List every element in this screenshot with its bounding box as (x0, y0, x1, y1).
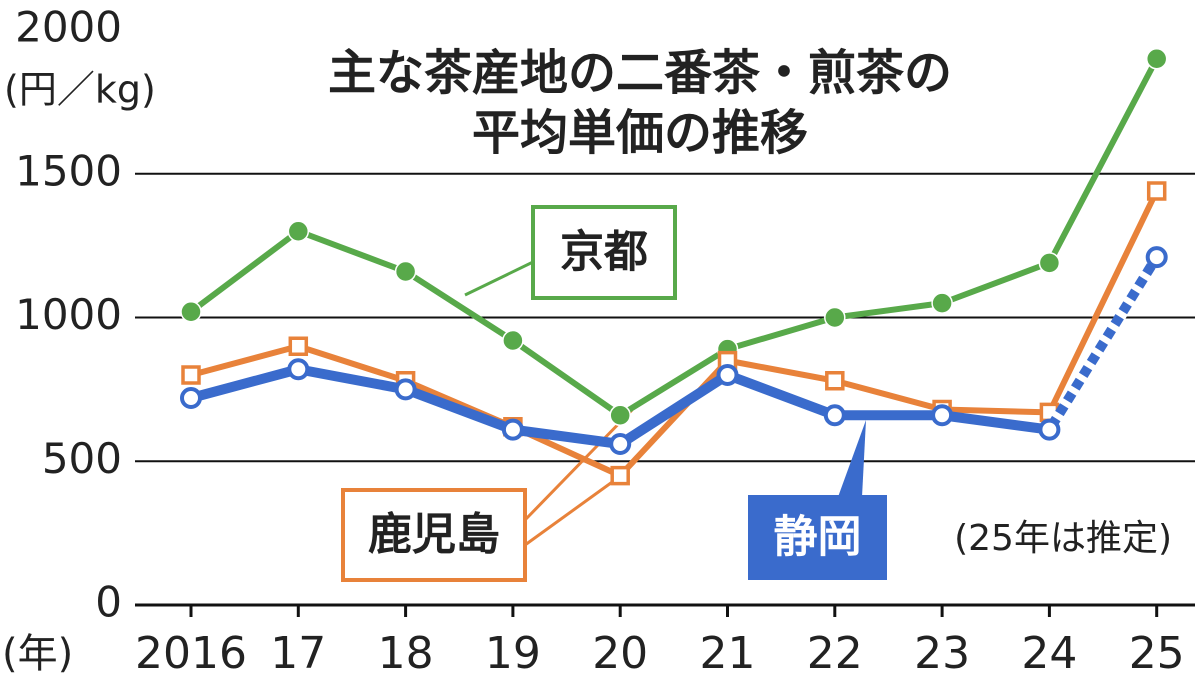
marker (609, 404, 631, 426)
x-tick-label: 25 (1129, 628, 1185, 679)
y-tick-label: 1500 (15, 146, 122, 195)
marker (609, 433, 632, 455)
marker (1038, 418, 1061, 441)
y-axis-label: (円／kg) (4, 68, 156, 112)
leader-line (464, 260, 534, 297)
legend-box (748, 495, 887, 580)
y-tick-label: 2000 (15, 3, 122, 52)
marker (824, 306, 846, 329)
marker (180, 301, 202, 323)
y-tick-label: 500 (42, 434, 122, 483)
x-tick-label: 17 (270, 628, 326, 679)
x-tick-label: 22 (807, 628, 863, 679)
x-tick-label: 23 (914, 628, 970, 679)
series-line (190, 189, 1160, 479)
leader-line (838, 420, 866, 497)
x-tick-label: 21 (700, 628, 756, 679)
legend-label: 京都 (560, 227, 648, 278)
y-tick-label: 0 (95, 578, 122, 627)
chart-title: 主な茶産地の二番茶・煎茶の (328, 45, 952, 101)
marker (502, 329, 524, 352)
dash-gap (1044, 253, 1162, 433)
legend-label: 鹿児島 (368, 509, 500, 560)
leader-line (524, 478, 616, 547)
series-line (189, 57, 1160, 419)
y-tick-label: 1000 (15, 290, 122, 339)
x-tick-label: 24 (1021, 628, 1077, 679)
legend-label: 静岡 (774, 512, 862, 563)
marker (1146, 181, 1167, 201)
marker (1038, 252, 1061, 274)
x-tick-label: 19 (485, 628, 541, 679)
x-tick-label: 20 (592, 628, 648, 679)
marker (931, 404, 954, 427)
marker (287, 220, 310, 242)
marker (394, 260, 417, 283)
x-tick-label: 2016 (135, 628, 247, 679)
marker (931, 292, 953, 314)
marker (180, 387, 202, 409)
marker (288, 336, 309, 356)
marker (287, 358, 310, 381)
x-axis-label: (年) (2, 631, 73, 677)
leader-line (523, 408, 634, 522)
marker (610, 465, 630, 486)
legend-box (341, 488, 527, 582)
note: (25年は推定) (954, 518, 1172, 559)
legend-box (531, 205, 677, 300)
chart-title: 平均単価の推移 (472, 105, 808, 161)
marker (501, 418, 524, 441)
x-tick-label: 18 (378, 628, 434, 679)
marker (1145, 48, 1168, 70)
marker (1145, 246, 1168, 269)
marker (823, 404, 846, 427)
marker (181, 365, 201, 385)
marker (716, 364, 739, 386)
marker (394, 378, 417, 401)
marker (825, 371, 845, 391)
series-line (189, 254, 1161, 449)
